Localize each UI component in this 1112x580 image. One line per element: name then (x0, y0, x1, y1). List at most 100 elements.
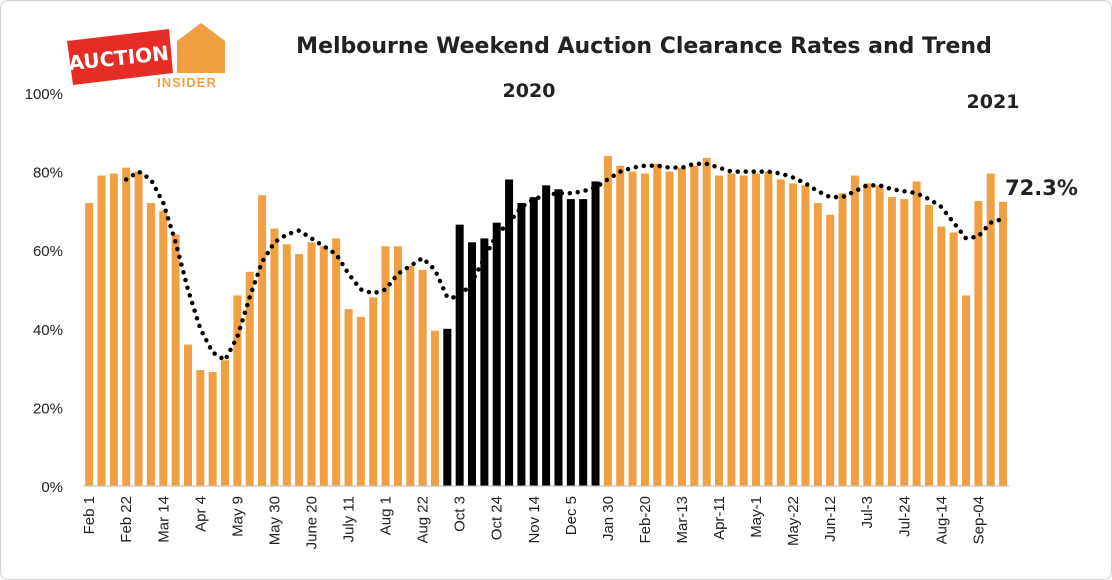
x-tick-label: July 11 (341, 496, 358, 542)
y-tick-label: 20% (33, 400, 63, 417)
bar (505, 179, 514, 486)
bar (640, 173, 649, 486)
bar (319, 246, 328, 486)
bar (344, 309, 353, 486)
bar (986, 173, 995, 486)
y-tick-label: 60% (33, 243, 63, 260)
y-tick-label: 40% (33, 322, 63, 339)
bar (270, 228, 279, 486)
bar (875, 185, 884, 487)
x-tick-label: Jan 30 (600, 496, 617, 541)
bar (826, 214, 835, 486)
bar (900, 199, 909, 487)
logo-house (177, 23, 225, 73)
bar (974, 201, 983, 486)
bar (159, 210, 168, 486)
bar (517, 203, 526, 487)
annotation: 2020 (503, 80, 556, 102)
bar (282, 244, 291, 486)
bar (838, 193, 847, 486)
y-tick-label: 0% (41, 479, 63, 496)
bar (863, 183, 872, 486)
x-tick-label: May-22 (785, 496, 802, 546)
bar (752, 173, 761, 486)
bar (937, 226, 946, 486)
x-tick-label: May 9 (229, 496, 246, 537)
x-tick-label: Jul-24 (896, 496, 913, 537)
bar (739, 175, 748, 486)
x-tick-label: Feb 1 (81, 496, 98, 534)
bar (221, 360, 230, 486)
y-tick-label: 80% (33, 165, 63, 182)
bar (233, 295, 242, 486)
x-tick-label: Nov 14 (526, 496, 543, 544)
bar (356, 317, 365, 486)
bar (924, 205, 933, 486)
bar (727, 173, 736, 486)
bar (566, 199, 575, 487)
bar (109, 173, 118, 486)
bar (850, 175, 859, 486)
bar (912, 181, 921, 487)
bar (381, 246, 390, 486)
bar (554, 189, 563, 486)
x-tick-label: Dec 5 (563, 496, 580, 535)
bar (480, 238, 489, 486)
bar (776, 179, 785, 486)
bar (677, 167, 686, 487)
bar (418, 269, 427, 486)
bar (949, 232, 958, 486)
logo-banner (67, 29, 173, 85)
bar (999, 201, 1008, 486)
bar (183, 344, 192, 486)
x-tick-label: Aug 1 (378, 496, 395, 535)
bar (85, 203, 94, 487)
bar (245, 271, 254, 486)
y-tick-label: 100% (25, 86, 63, 103)
bar (603, 155, 612, 486)
x-tick-label: Oct 24 (489, 496, 506, 540)
x-tick-label: Oct 3 (452, 496, 469, 532)
x-tick-label: Jul-3 (859, 496, 876, 529)
bar (665, 171, 674, 486)
chart-title: Melbourne Weekend Auction Clearance Rate… (296, 34, 992, 59)
bar (628, 171, 637, 486)
bar (430, 330, 439, 486)
bar (393, 246, 402, 486)
bar (591, 181, 600, 487)
value-annotation: 72.3% (1005, 176, 1078, 200)
trend-line (123, 161, 1006, 363)
bar (146, 203, 155, 487)
x-tick-label: Mar-13 (674, 496, 691, 544)
bar (715, 175, 724, 486)
annotation: 2021 (967, 91, 1020, 113)
logo: AUCTION INSIDER (67, 23, 225, 90)
bar (443, 328, 452, 486)
x-tick-label: Mar 14 (155, 496, 172, 543)
bar (97, 175, 106, 486)
x-tick-label: Jun-12 (822, 496, 839, 542)
bar (196, 370, 205, 486)
bar (258, 195, 267, 486)
bar (801, 185, 810, 487)
x-tick-label: Apr-11 (711, 496, 728, 540)
x-tick-label: Feb-20 (637, 496, 654, 544)
bar (369, 297, 378, 486)
bar (813, 203, 822, 487)
bar (492, 222, 501, 486)
x-tick-label: June 20 (303, 496, 320, 549)
bar (887, 197, 896, 486)
bar (616, 165, 625, 486)
bar (962, 295, 971, 486)
bar (764, 171, 773, 486)
bar (789, 183, 798, 486)
logo-subtext: INSIDER (157, 75, 217, 90)
bar (690, 165, 699, 486)
x-tick-label: Feb 22 (118, 496, 135, 543)
bar (468, 242, 477, 486)
bar (406, 265, 415, 486)
x-tick-label: May 30 (266, 496, 283, 545)
bar (171, 234, 180, 486)
